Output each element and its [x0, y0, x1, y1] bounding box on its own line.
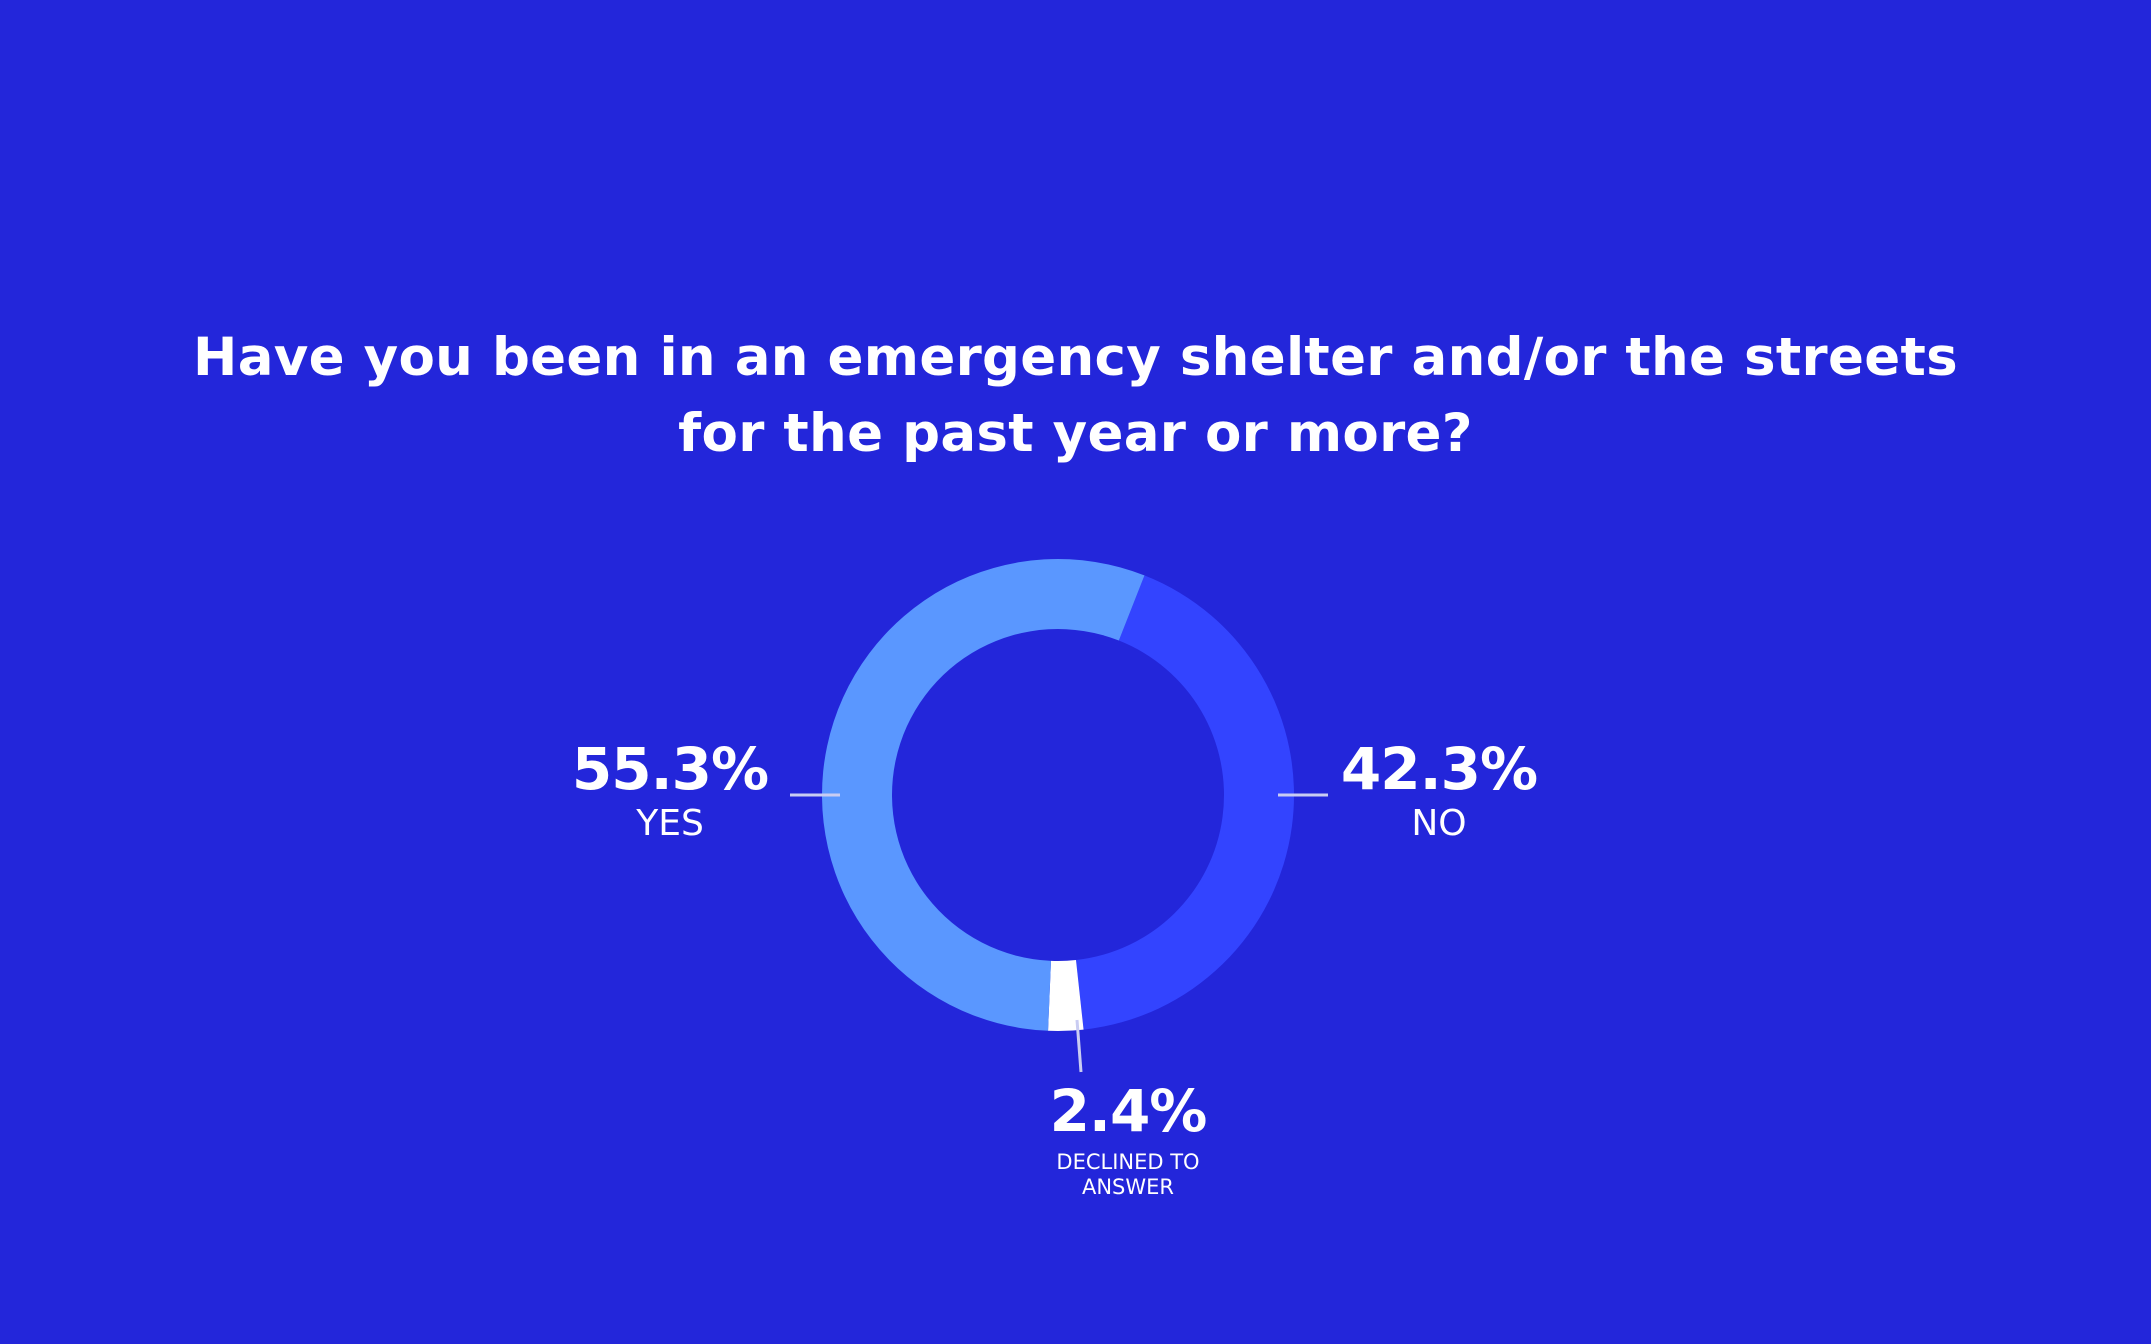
declined-value-label: 2.4%: [1049, 1077, 1208, 1145]
declined-label-line-2: ANSWER: [1081, 1175, 1175, 1199]
no-value-label: 42.3%: [1340, 735, 1538, 803]
chart-title: Have you been in an emergency shelter an…: [0, 320, 2151, 472]
no-category-label: NO: [1411, 803, 1467, 844]
donut-slice-no: [1075, 575, 1294, 1030]
donut-slice-yes: [822, 559, 1145, 1031]
declined-label-line-1: DECLINED TO: [1056, 1150, 1200, 1174]
declined-leader-line: [1075, 1019, 1083, 1073]
declined-category-label: DECLINED TO ANSWER: [1028, 1150, 1228, 1200]
chart-title-line-1: Have you been in an emergency shelter an…: [193, 327, 1958, 388]
yes-value-label: 55.3%: [571, 735, 769, 803]
yes-category-label: YES: [636, 803, 704, 844]
chart-title-line-2: for the past year or more?: [678, 403, 1473, 464]
donut-slices: [822, 559, 1294, 1031]
donut-slice-declined-to-answer: [1048, 960, 1084, 1031]
